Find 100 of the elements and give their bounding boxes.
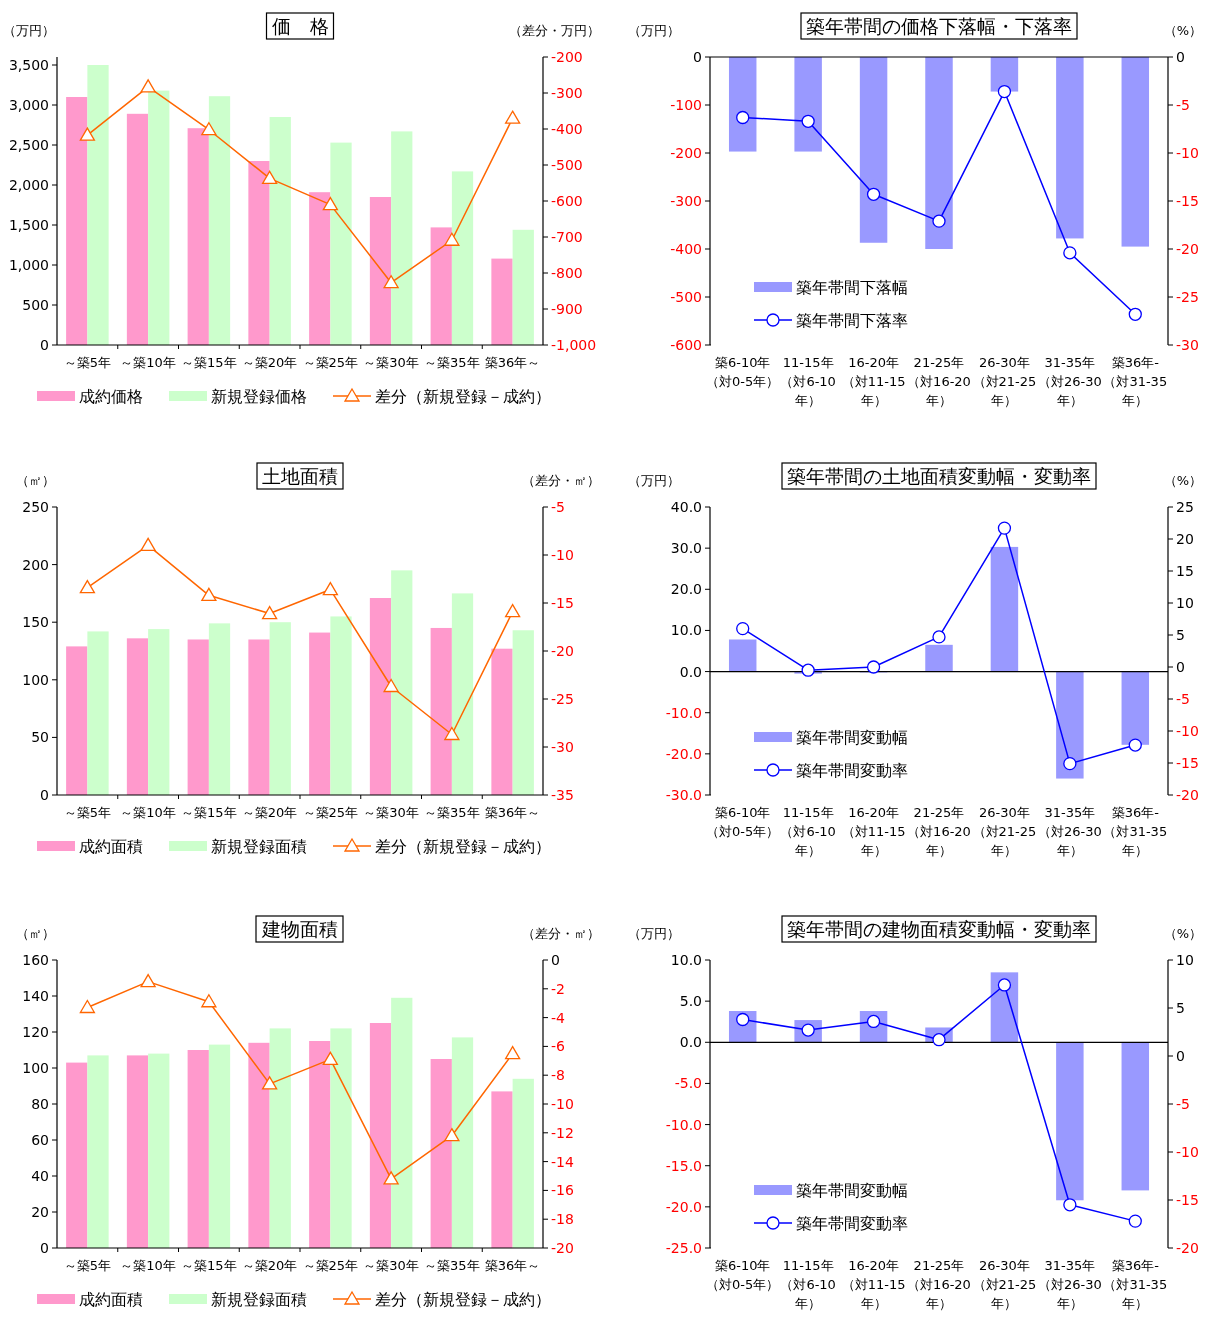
x-tick-label: 築36年～ xyxy=(484,805,541,820)
y2-tick-label: -20 xyxy=(551,643,574,659)
y-tick-label: 40 xyxy=(31,1168,49,1184)
y2-tick-label: -25 xyxy=(551,691,574,707)
x-tick-label: 21-25年（対16-20年） xyxy=(907,805,971,858)
y-tick-label: 30.0 xyxy=(670,540,702,557)
y-tick-label: -20.0 xyxy=(665,745,702,762)
x-tick-label: 16-20年（対11-15年） xyxy=(841,805,906,858)
y-tick-label: 0 xyxy=(40,1240,49,1256)
x-tick-label: ～築15年 xyxy=(181,805,237,820)
x-tick-label: ～築25年 xyxy=(302,1258,359,1273)
y2-tick-label: 25 xyxy=(1176,499,1194,515)
x-tick-label: 築6-10年（対0-5年） xyxy=(706,355,780,389)
x-tick-label: ～築5年 xyxy=(63,805,112,820)
x-tick-label: 築6-10年（対0-5年） xyxy=(706,1258,780,1292)
x-tick-label: 築36年-（対31-35年） xyxy=(1103,355,1168,408)
y2-tick-label: -900 xyxy=(551,301,583,317)
y-tick-label: -100 xyxy=(670,97,702,113)
y2-tick-label: -5 xyxy=(551,499,565,515)
y-tick-label: -30.0 xyxy=(665,787,702,803)
y-tick-label: 0 xyxy=(693,49,702,65)
y2-tick-label: -700 xyxy=(551,229,583,245)
x-tick-label: 26-30年（対21-25年） xyxy=(972,1258,1037,1311)
y-tick-label: -25.0 xyxy=(665,1240,702,1256)
legend-label: 成約面積 xyxy=(79,837,143,856)
y2-tick-label: -5 xyxy=(1176,97,1190,113)
y2-tick-label: -20 xyxy=(551,1240,574,1256)
x-tick-label: 築6-10年（対0-5年） xyxy=(706,805,780,839)
y2-tick-label: -15 xyxy=(1176,1192,1199,1208)
y2-axis-title: （%） xyxy=(1163,473,1202,488)
chart-title: 建物面積 xyxy=(261,918,338,940)
y-tick-label: 20.0 xyxy=(670,581,702,598)
y-axis-title: （㎡） xyxy=(16,473,55,488)
y-tick-label: 160 xyxy=(22,952,49,968)
y-tick-label: 250 xyxy=(22,499,49,515)
x-tick-label: 26-30年（対21-25年） xyxy=(972,805,1037,858)
y2-tick-label: 10 xyxy=(1176,595,1194,611)
y2-tick-label: 0 xyxy=(1176,659,1185,675)
y2-tick-label: 0 xyxy=(551,952,560,968)
y2-axis-title: （%） xyxy=(1163,23,1202,38)
y2-tick-label: -10 xyxy=(551,1096,574,1112)
x-tick-label: 21-25年（対16-20年） xyxy=(907,1258,971,1311)
legend-label: 新規登録面積 xyxy=(211,1290,307,1309)
legend-label: 新規登録価格 xyxy=(211,387,307,406)
x-tick-label: 築36年～ xyxy=(484,355,541,370)
x-tick-label: 31-35年（対26-30年） xyxy=(1037,355,1102,408)
y2-tick-label: 10 xyxy=(1176,952,1194,968)
y-tick-label: -300 xyxy=(670,193,702,209)
y2-tick-label: -8 xyxy=(551,1067,565,1084)
y2-tick-label: -25 xyxy=(1176,289,1199,305)
y2-tick-label: -30 xyxy=(1176,337,1199,353)
y2-tick-label: -600 xyxy=(551,193,583,209)
y-tick-label: 200 xyxy=(22,556,49,573)
x-tick-label: 築36年-（対31-35年） xyxy=(1103,805,1168,858)
y-tick-label: -600 xyxy=(670,337,702,353)
y-tick-label: 40.0 xyxy=(670,499,702,515)
y2-tick-label: -5 xyxy=(1176,1096,1190,1112)
y-tick-label: 20 xyxy=(31,1204,49,1220)
x-tick-label: ～築10年 xyxy=(120,805,176,820)
x-tick-label: ～築35年 xyxy=(424,805,480,820)
legend-label: 築年帯間変動率 xyxy=(796,1214,908,1233)
y-tick-label: 60 xyxy=(31,1132,49,1148)
y-tick-label: 2,500 xyxy=(8,137,49,153)
y2-tick-label: -12 xyxy=(551,1124,574,1141)
y2-axis-title: （差分・万円） xyxy=(509,23,600,38)
x-tick-label: ～築20年 xyxy=(241,1258,298,1273)
y-tick-label: 100 xyxy=(22,671,49,688)
y2-tick-label: -18 xyxy=(551,1211,574,1228)
x-tick-label: 11-15年（対6-10年） xyxy=(780,1258,836,1311)
y2-tick-label: 0 xyxy=(1176,49,1185,65)
y-tick-label: -400 xyxy=(670,241,702,257)
legend-label: 新規登録面積 xyxy=(211,837,307,856)
y-tick-label: -10.0 xyxy=(665,1116,702,1133)
y2-tick-label: 0 xyxy=(1176,1048,1185,1064)
y-tick-label: 1,000 xyxy=(8,257,49,273)
y-tick-label: 5.0 xyxy=(679,993,702,1010)
y2-tick-label: -4 xyxy=(551,1009,566,1026)
y-tick-label: 0 xyxy=(40,337,49,353)
y-tick-label: 0.0 xyxy=(679,1034,702,1051)
x-tick-label: 16-20年（対11-15年） xyxy=(841,1258,906,1311)
legend-label: 成約面積 xyxy=(79,1290,143,1309)
y2-axis-title: （差分・㎡） xyxy=(522,473,600,488)
y2-tick-label: -800 xyxy=(551,265,583,281)
x-tick-label: ～築15年 xyxy=(181,355,237,370)
y-tick-label: -10.0 xyxy=(665,704,702,721)
y-tick-label: 10.0 xyxy=(670,952,702,968)
legend-label: 成約価格 xyxy=(79,387,143,406)
y-tick-label: 150 xyxy=(22,614,49,631)
x-tick-label: 21-25年（対16-20年） xyxy=(907,355,971,408)
x-tick-label: 築36年-（対31-35年） xyxy=(1103,1258,1168,1311)
y2-tick-label: -200 xyxy=(551,49,583,65)
y2-tick-label: -16 xyxy=(551,1182,574,1199)
y2-tick-label: -300 xyxy=(551,85,583,101)
x-tick-label: 築36年～ xyxy=(484,1258,541,1273)
x-tick-label: ～築30年 xyxy=(363,1258,419,1273)
x-tick-label: ～築25年 xyxy=(302,355,359,370)
y2-tick-label: -15 xyxy=(551,595,574,611)
y2-tick-label: -1,000 xyxy=(551,337,597,353)
chart-title: 価 格 xyxy=(271,15,329,37)
x-tick-label: 31-35年（対26-30年） xyxy=(1037,1258,1102,1311)
